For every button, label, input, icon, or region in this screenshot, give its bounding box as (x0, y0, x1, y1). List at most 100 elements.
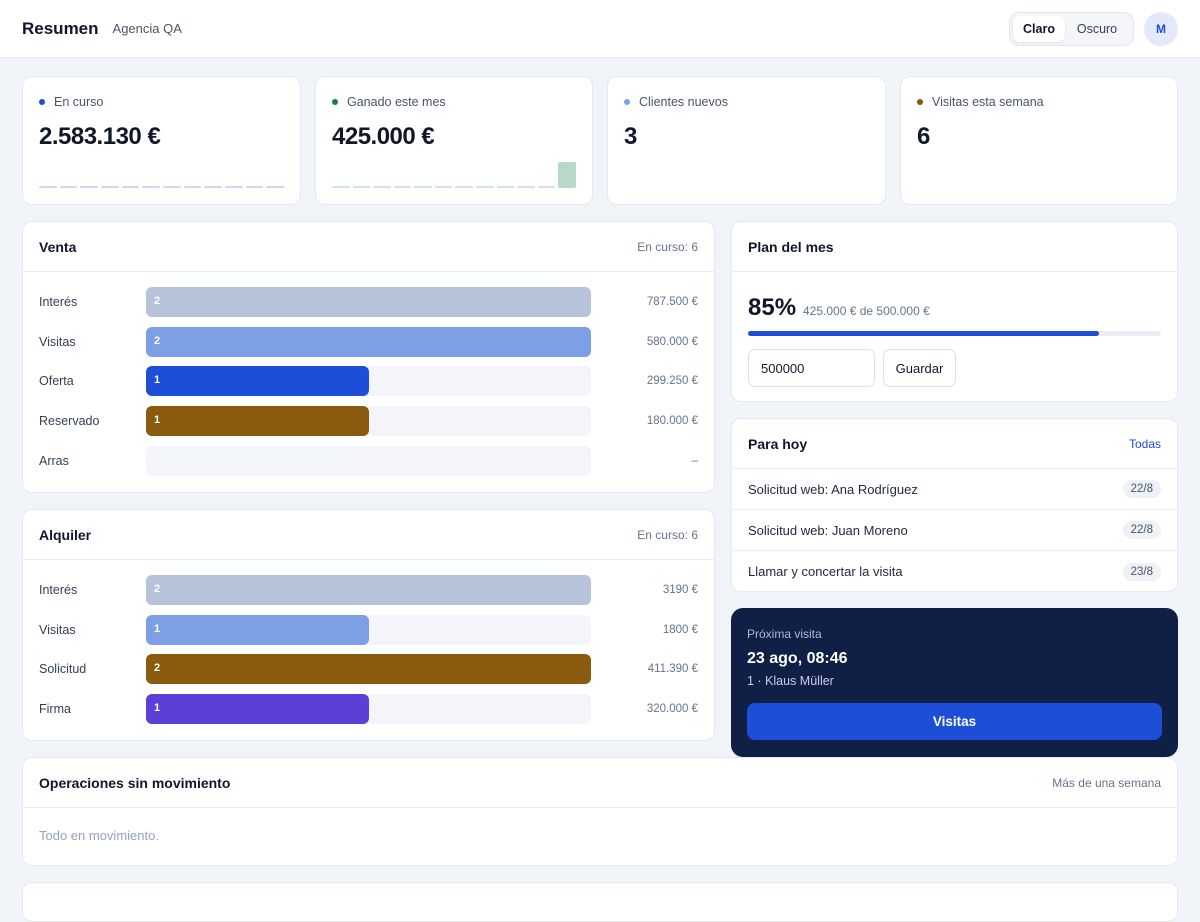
sparkline-bar (537, 186, 556, 188)
sparkline-bar (496, 186, 515, 188)
stage-amount: 580.000 € (646, 335, 698, 348)
page-title: Resumen (22, 18, 99, 38)
theme-light-button[interactable]: Claro (1013, 16, 1065, 42)
stat-card-ganado: Ganado este mes 425.000 € (315, 76, 593, 205)
today-card: Para hoy Todas Solicitud web: Ana Rodríg… (731, 418, 1178, 592)
stat-value: 2.583.130 € (39, 123, 161, 150)
task-title: Solicitud web: Ana Rodríguez (748, 481, 918, 497)
top-bar: Resumen Agencia QA Claro Oscuro M (0, 0, 1200, 58)
stage-label: Visitas (39, 622, 76, 637)
task-date-badge: 22/8 (1122, 521, 1161, 539)
plan-detail: 425.000 € de 500.000 € (803, 304, 930, 318)
stage-label: Firma (39, 702, 71, 717)
funnel-row[interactable]: Solicitud 2 411.390 € (39, 654, 698, 685)
sparkline-bar (101, 186, 119, 188)
sparkline-bar (558, 162, 576, 188)
stage-amount: 1800 € (662, 623, 698, 636)
funnel-row[interactable]: Interés 2 3190 € (39, 575, 698, 605)
stage-amount: 787.500 € (646, 296, 698, 308)
stage-bar-track: 1 (146, 406, 591, 437)
status-dot (917, 99, 923, 105)
stage-label: Solicitud (39, 662, 87, 677)
task-title: Llamar y concertar la visita (748, 564, 903, 579)
stage-bar-track (146, 445, 591, 476)
stage-amount: 320.000 € (646, 703, 698, 716)
card-title: Venta (39, 238, 77, 255)
sparkline (332, 158, 576, 188)
stage-bar-track: 2 (146, 575, 591, 605)
stage-bar: 2 (146, 326, 591, 357)
task-date-badge: 23/8 (1122, 562, 1161, 581)
next-card-partial (22, 882, 1178, 922)
task-item[interactable]: Llamar y concertar la visita 23/8 (732, 551, 1177, 592)
stage-amount: – (691, 454, 698, 467)
visits-button[interactable]: Visitas (747, 703, 1162, 740)
stage-bar: 1 (146, 694, 369, 725)
stage-label: Interés (39, 583, 78, 597)
plan-card: Plan del mes 85% 425.000 € de 500.000 € … (731, 221, 1178, 402)
stage-count: 1 (154, 622, 161, 635)
agency-name: Agencia QA (112, 21, 182, 36)
sparkline-bar (183, 186, 202, 188)
stat-label: En curso (54, 95, 104, 109)
theme-dark-button[interactable]: Oscuro (1076, 22, 1118, 36)
funnel-row[interactable]: Visitas 1 1800 € (39, 614, 698, 645)
task-item[interactable]: Solicitud web: Juan Moreno 22/8 (732, 510, 1177, 551)
stage-bar: 2 (146, 654, 591, 685)
sparkline-bar (373, 186, 391, 188)
alquiler-card: Alquiler En curso: 6 Interés 2 3190 € Visit… (22, 509, 715, 741)
sparkline-bar (517, 186, 535, 188)
sparkline-bar (142, 186, 161, 188)
stat-card-clientes: Clientes nuevos 3 (607, 76, 886, 205)
stage-count: 1 (154, 702, 161, 715)
stage-count: 2 (154, 662, 161, 675)
stat-value: 6 (917, 123, 930, 150)
stage-amount: 299.250 € (646, 375, 698, 388)
stage-bar-track: 1 (146, 614, 591, 645)
stat-value: 425.000 € (332, 123, 435, 150)
sparkline (39, 158, 285, 188)
funnel-row[interactable]: Interés 2 787.500 € (39, 287, 698, 317)
stage-count: 1 (154, 374, 161, 387)
sparkline-bar (245, 186, 264, 188)
sparkline-bar (414, 186, 432, 188)
stage-count: 2 (154, 295, 161, 307)
funnel-row[interactable]: Oferta 1 299.250 € (39, 366, 698, 397)
card-title: Plan del mes (748, 238, 834, 255)
in-progress-count: En curso: 6 (637, 239, 698, 254)
sparkline-bar (163, 186, 181, 188)
stage-bar: 1 (146, 366, 369, 397)
stat-card-en-curso: En curso 2.583.130 € (22, 76, 301, 205)
next-visit-label: Próxima visita (747, 627, 822, 641)
next-visit-client: 1 · Klaus Müller (747, 674, 834, 688)
stage-label: Arras (39, 453, 69, 468)
sparkline-bar (332, 186, 350, 188)
stage-bar-track: 1 (146, 366, 591, 397)
status-dot (332, 99, 338, 105)
stage-label: Oferta (39, 374, 74, 389)
task-list: Solicitud web: Ana Rodríguez 22/8 Solicitu… (732, 469, 1177, 592)
save-button[interactable]: Guardar (883, 349, 956, 387)
stage-count: 1 (154, 414, 161, 427)
sparkline-bar (393, 186, 412, 188)
all-tasks-link[interactable]: Todas (1128, 436, 1161, 451)
card-title: Para hoy (748, 435, 808, 452)
task-title: Solicitud web: Juan Moreno (748, 522, 908, 538)
funnel-row[interactable]: Reservado 1 180.000 € (39, 406, 698, 437)
funnel-row[interactable]: Visitas 2 580.000 € (39, 326, 698, 357)
stage-bar: 1 (146, 614, 369, 645)
plan-target-input[interactable] (748, 349, 875, 387)
venta-card: Venta En curso: 6 Interés 2 787.500 € Visit… (22, 221, 715, 493)
funnel-row[interactable]: Arras – (39, 445, 698, 476)
card-title: Alquiler (39, 526, 92, 543)
funnel-row[interactable]: Firma 1 320.000 € (39, 694, 698, 725)
sparkline-bar (266, 186, 285, 188)
task-item[interactable]: Solicitud web: Ana Rodríguez 22/8 (732, 469, 1177, 510)
status-dot (624, 99, 630, 105)
stat-label: Clientes nuevos (639, 95, 728, 109)
sparkline-bar (434, 186, 453, 188)
user-avatar[interactable]: M (1144, 12, 1178, 46)
sparkline-bar (80, 186, 99, 188)
stage-amount: 3190 € (662, 584, 698, 596)
stage-count: 2 (154, 334, 161, 347)
